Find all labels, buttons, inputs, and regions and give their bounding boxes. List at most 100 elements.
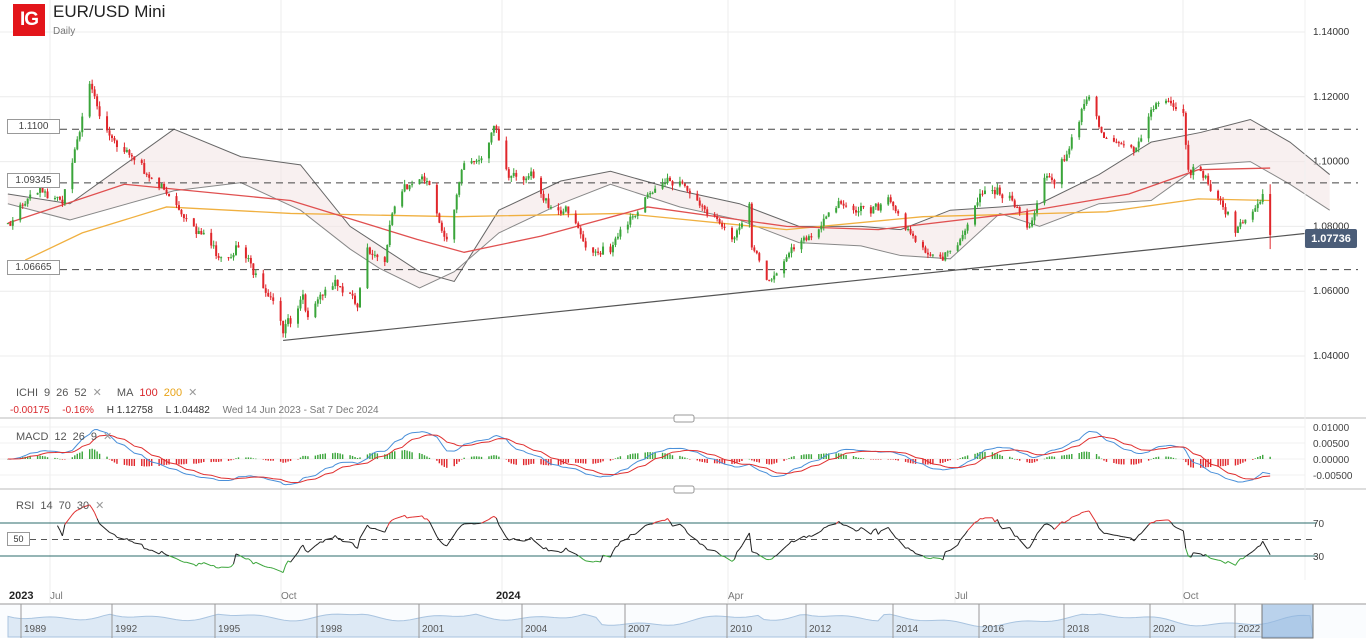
remove-ma-x-icon[interactable]: ✕ — [188, 387, 198, 399]
candle-body — [733, 237, 736, 240]
candle — [1199, 165, 1202, 172]
macd-histogram-bar — [297, 459, 299, 460]
macd-histogram-bar — [1147, 459, 1150, 461]
level-label-1110[interactable]: 1.1100 — [7, 119, 60, 134]
macd-line — [7, 429, 1271, 486]
candle-body — [373, 254, 376, 256]
rsi-line-segment — [461, 523, 465, 526]
rsi-line-segment — [1259, 541, 1264, 546]
rsi-line-segment — [203, 562, 212, 567]
candle — [373, 250, 376, 258]
candle-body — [716, 216, 719, 220]
candle — [316, 296, 319, 307]
ichi-param: 52 — [74, 387, 87, 399]
rsi-line-segment — [302, 544, 306, 551]
macd-histogram-bar — [614, 458, 617, 459]
ma-label[interactable]: MA — [116, 387, 134, 399]
candle-body — [611, 244, 614, 253]
candle — [924, 245, 927, 254]
candle — [244, 244, 247, 263]
candle-body — [545, 198, 547, 201]
rsi-line-segment — [505, 536, 510, 541]
candle-body — [227, 257, 230, 259]
macd-label[interactable]: MACD — [16, 431, 49, 443]
candle — [921, 240, 924, 251]
rsi-line-segment — [575, 553, 579, 557]
level-label-109345[interactable]: 1.09345 — [7, 173, 60, 188]
candle — [19, 202, 22, 223]
candle — [793, 244, 795, 252]
rsi-line-segment — [962, 533, 966, 538]
macd-histogram-bar — [959, 458, 961, 459]
macd-histogram-bar — [1046, 457, 1048, 459]
macd-histogram-bar — [1130, 459, 1132, 465]
macd-histogram-bar — [351, 455, 354, 459]
remove-macd-x-icon[interactable]: ✕ — [103, 431, 113, 443]
rsi-line-segment — [910, 549, 914, 552]
rsi-line-segment — [282, 565, 287, 573]
candle — [857, 206, 860, 217]
candle — [926, 248, 929, 259]
candle — [1256, 199, 1259, 212]
navigator-range-window[interactable] — [1261, 603, 1314, 639]
candle-body — [1192, 166, 1195, 176]
pane-resize-handle[interactable] — [673, 414, 695, 423]
candle — [852, 203, 855, 214]
macd-histogram-bar — [713, 459, 716, 464]
candle — [487, 142, 490, 164]
rsi-line-segment — [627, 534, 631, 539]
macd-histogram-bar — [1175, 458, 1177, 460]
remove-rsi-x-icon[interactable]: ✕ — [95, 500, 105, 512]
candle — [376, 253, 379, 262]
candle-body — [582, 234, 585, 242]
rsi-tick-label: 30 — [1313, 552, 1325, 563]
rsi-label[interactable]: RSI — [16, 500, 35, 512]
candle — [547, 193, 550, 209]
rsi-line-segment — [654, 519, 663, 523]
macd-histogram-bar — [217, 459, 220, 462]
ichi-label[interactable]: ICHI — [16, 387, 38, 399]
candle — [683, 183, 686, 188]
macd-histogram-bar — [1105, 459, 1108, 462]
macd-histogram-bar — [299, 457, 302, 459]
rsi-line-segment — [1061, 521, 1065, 524]
candle-body — [996, 187, 999, 195]
candle — [510, 175, 513, 182]
candle — [158, 177, 161, 191]
rsi-line-segment — [1237, 558, 1241, 562]
candle-body — [168, 194, 171, 197]
price-summary: -0.00175 -0.16% H 1.12758 L 1.04482 Wed … — [10, 405, 385, 416]
rsi-line-segment — [860, 527, 864, 530]
rsi-line-segment — [158, 550, 162, 555]
candle — [128, 148, 131, 158]
candle — [1103, 131, 1105, 139]
candle-body — [1120, 143, 1123, 145]
candle-body — [232, 254, 235, 258]
rsi-line-segment — [248, 558, 252, 562]
candle-body — [351, 293, 354, 296]
candle-body — [1207, 175, 1210, 185]
candle-body — [46, 191, 49, 199]
level-label-106665[interactable]: 1.06665 — [7, 260, 60, 275]
candle — [1187, 140, 1190, 172]
candle-body — [331, 286, 334, 290]
macd-histogram-bar — [74, 455, 76, 459]
rsi-line-segment — [1009, 527, 1013, 532]
remove-ichi-x-icon[interactable]: ✕ — [92, 387, 102, 399]
macd-histogram-bar — [1100, 458, 1103, 460]
candle — [545, 197, 547, 204]
candle-body — [872, 206, 875, 214]
macd-histogram-bar — [302, 455, 304, 459]
macd-histogram-bar — [679, 455, 681, 459]
ichi-param: 9 — [44, 387, 51, 399]
candle-body — [1033, 212, 1036, 221]
candle — [182, 213, 185, 222]
macd-histogram-bar — [270, 459, 272, 461]
macd-histogram-bar — [1224, 459, 1227, 466]
candle-body — [840, 201, 843, 204]
candle-body — [98, 106, 101, 117]
pane-resize-handle[interactable] — [673, 485, 695, 494]
candle-body — [108, 130, 111, 136]
rsi-line-segment — [714, 550, 718, 553]
